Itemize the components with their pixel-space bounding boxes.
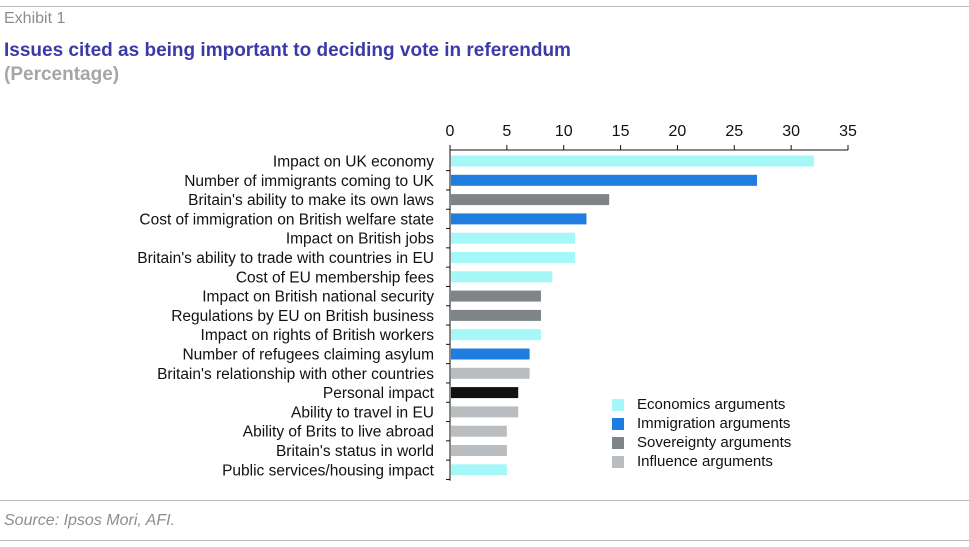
bar <box>451 406 519 418</box>
x-tick-label: 25 <box>725 123 743 140</box>
legend-label-sovereignty: Sovereignty arguments <box>637 434 792 451</box>
category-label: Public services/housing impact <box>222 462 435 479</box>
bar <box>451 329 541 341</box>
category-label: Britain's ability to trade with countrie… <box>137 250 434 267</box>
x-tick-label: 5 <box>502 123 511 140</box>
category-label: Britain's status in world <box>276 443 434 460</box>
bar <box>451 425 507 437</box>
bar <box>451 155 814 167</box>
category-label: Cost of EU membership fees <box>236 269 434 286</box>
top-rule <box>0 6 969 7</box>
chart-title: Issues cited as being important to decid… <box>4 40 571 61</box>
x-tick-label: 15 <box>612 123 630 140</box>
category-label: Cost of immigration on British welfare s… <box>139 211 434 228</box>
bar-chart: 0 5 10 15 20 25 30 35 Impact on UK economy Number… <box>137 123 857 481</box>
bar <box>451 348 530 360</box>
legend-swatch-economics <box>612 398 624 411</box>
legend-item-influence: Influence arguments <box>612 452 791 471</box>
x-tick-label: 0 <box>446 123 455 140</box>
bar <box>451 290 541 302</box>
bar <box>451 271 553 283</box>
x-tick-label: 30 <box>782 123 800 140</box>
bar <box>451 445 507 456</box>
category-label: Ability of Brits to live abroad <box>243 424 434 441</box>
chart-legend: Economics arguments Immigration argument… <box>612 395 791 471</box>
legend-swatch-sovereignty <box>612 436 624 449</box>
legend-item-economics: Economics arguments <box>612 395 791 414</box>
category-label: Impact on British jobs <box>286 231 434 248</box>
legend-label-immigration: Immigration arguments <box>637 415 791 432</box>
legend-label-influence: Influence arguments <box>637 453 773 470</box>
legend-item-sovereignty: Sovereignty arguments <box>612 433 791 452</box>
category-label: Britain's relationship with other countr… <box>157 366 434 383</box>
x-tick-label: 10 <box>555 123 573 140</box>
bar <box>451 213 587 225</box>
bar <box>451 194 610 206</box>
legend-swatch-influence <box>612 455 624 468</box>
legend-item-immigration: Immigration arguments <box>612 414 791 433</box>
x-tick-label: 20 <box>669 123 687 140</box>
category-label: Personal impact <box>323 385 435 402</box>
category-label: Impact on rights of British workers <box>201 327 435 344</box>
legend-label-economics: Economics arguments <box>637 396 786 413</box>
category-label: Britain's ability to make its own laws <box>188 192 434 209</box>
bar <box>451 252 576 263</box>
bar <box>451 232 576 244</box>
category-label: Ability to travel in EU <box>291 404 434 421</box>
bar <box>451 464 507 476</box>
exhibit-label: Exhibit 1 <box>4 10 66 27</box>
footer-rule <box>0 540 969 541</box>
legend-swatch-immigration <box>612 417 624 430</box>
bar <box>451 309 541 321</box>
bar <box>451 387 519 399</box>
bar <box>451 367 530 379</box>
x-tick-label: 35 <box>839 123 857 140</box>
category-label: Impact on UK economy <box>273 154 434 171</box>
bottom-rule <box>0 500 969 501</box>
source-note: Source: Ipsos Mori, AFI. <box>4 512 176 529</box>
category-label: Impact on British national security <box>202 289 434 306</box>
chart-subtitle: (Percentage) <box>4 64 120 85</box>
category-label: Number of immigrants coming to UK <box>184 173 434 190</box>
bar <box>451 174 758 186</box>
category-label: Number of refugees claiming asylum <box>182 347 434 364</box>
category-label: Regulations by EU on British business <box>171 308 434 325</box>
